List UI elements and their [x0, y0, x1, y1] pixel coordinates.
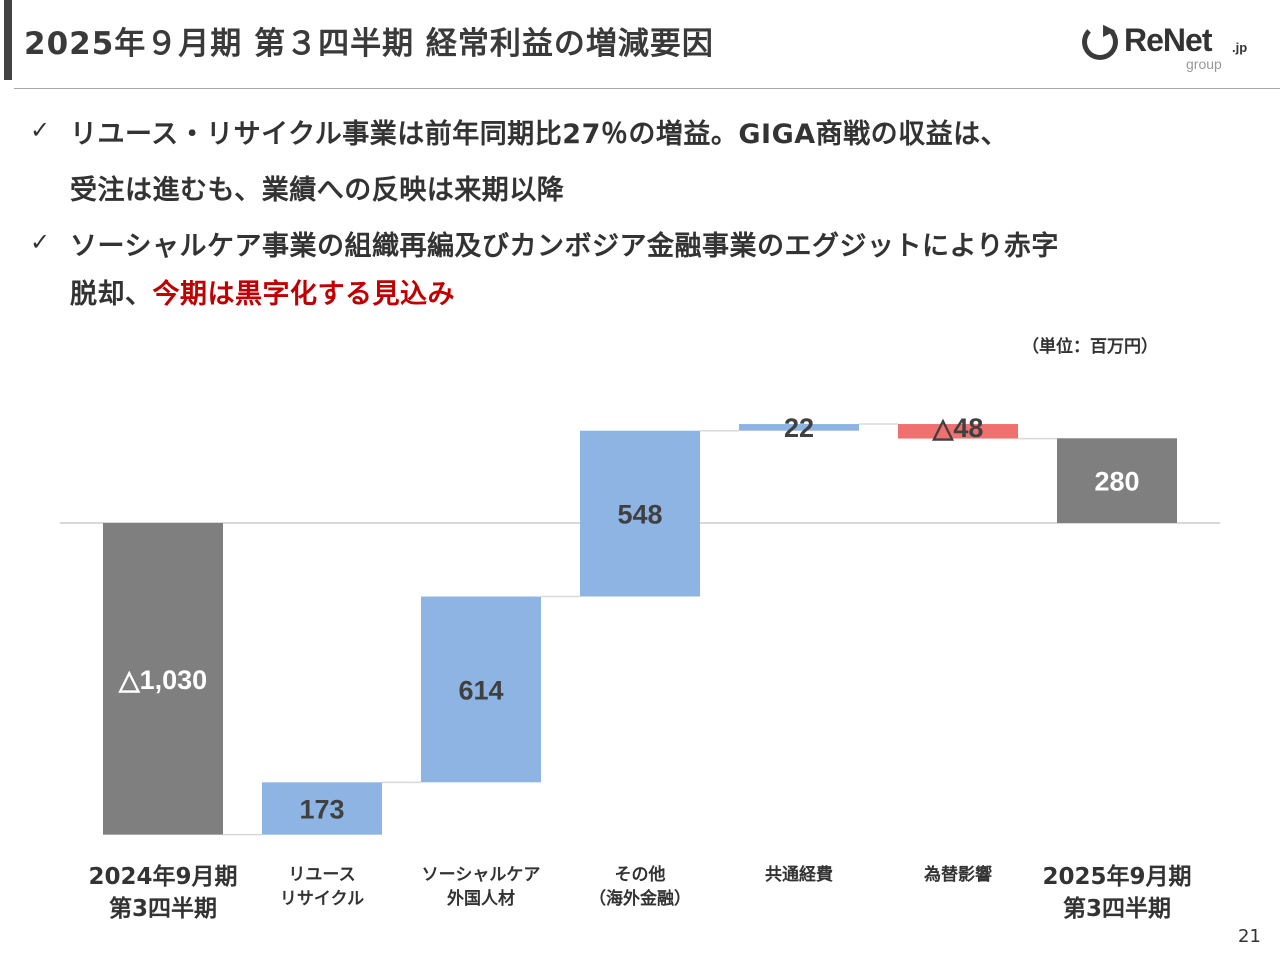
data-label-1: 173: [299, 795, 344, 825]
category-label-5: 為替影響: [924, 864, 992, 885]
data-label-0: △1,030: [118, 665, 207, 695]
bar-3: [580, 430, 700, 597]
unit-note: （単位：百万円）: [1022, 337, 1158, 357]
bar-2: [421, 596, 541, 783]
category-label-0-line2: 第3四半期: [109, 895, 217, 922]
bar-4: [739, 424, 859, 431]
bullet-2-line-2-text: 脱却、: [70, 279, 153, 310]
page-number: 21: [1238, 926, 1261, 947]
category-label-6-line2: 第3四半期: [1063, 895, 1171, 922]
bar-1: [262, 782, 382, 835]
category-label-1-line2: リサイクル: [280, 889, 364, 909]
category-label-3-line2: （海外金融）: [589, 888, 691, 909]
bullet-2-line-1: ソーシャルケア事業の組織再編及びカンボジア金融事業のエグジットにより赤字: [70, 231, 1059, 262]
data-label-6: 280: [1094, 467, 1139, 497]
title-accent-bar: [4, 0, 12, 80]
logo-tld: .jp: [1232, 40, 1248, 55]
logo-sub: group: [1186, 56, 1222, 72]
data-label-4: 22: [784, 413, 814, 443]
recycle-ring-icon: [1082, 24, 1118, 60]
bullet-2-line-2: 脱却、今期は黒字化する見込み: [70, 272, 455, 311]
logo-brand: ReNet: [1124, 22, 1212, 58]
category-label-3: その他: [615, 864, 666, 885]
bullet-1-line-2: 受注は進むも、業績への反映は来期以降: [70, 175, 565, 206]
waterfall-chart: △1,0302024年9月期第3四半期173リユースリサイクル614ソーシャルケ…: [60, 413, 1220, 922]
data-label-3: 548: [617, 500, 662, 530]
category-label-2-line2: 外国人材: [447, 888, 515, 909]
check-icon: ✓: [30, 116, 51, 144]
arrow-icon: ▶: [1103, 20, 1116, 39]
company-logo: ▶ ReNet .jp group: [1082, 20, 1272, 76]
data-label-2: 614: [458, 675, 503, 705]
category-label-0: 2024年9月期: [88, 863, 237, 890]
bullet-1-line-1: リユース・リサイクル事業は前年同期比27％の増益。GIGA商戦の収益は、: [70, 119, 1009, 150]
check-icon: ✓: [30, 228, 51, 256]
category-label-6: 2025年9月期: [1042, 863, 1191, 890]
bar-6: [1057, 438, 1177, 523]
category-label-4: 共通経費: [765, 864, 833, 885]
category-label-2: ソーシャルケア: [422, 865, 541, 885]
page-title: 2025年９月期 第３四半期 経常利益の増減要因: [24, 26, 714, 62]
bar-0: [103, 523, 223, 835]
category-label-1: リユース: [288, 865, 355, 885]
bar-5: [898, 424, 1018, 439]
data-label-5: △48: [932, 413, 984, 443]
bullet-2-highlight: 今期は黒字化する見込み: [152, 279, 455, 310]
title-divider: [14, 88, 1280, 89]
